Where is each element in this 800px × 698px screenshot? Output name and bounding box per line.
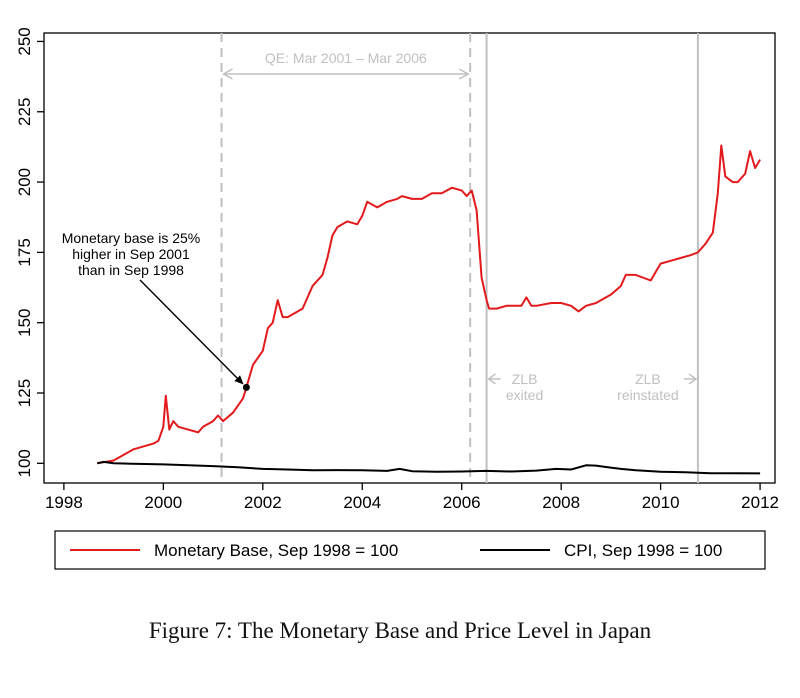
zlb-reinstated-label: ZLB [635, 371, 661, 387]
y-tick-label: 250 [15, 27, 34, 55]
zlb-reinstated-label: reinstated [617, 387, 678, 403]
callout-text-line: Monetary base is 25% [62, 230, 201, 246]
qe-arrowhead-right [458, 68, 470, 80]
qe-arrowhead-left [221, 68, 233, 80]
figure-caption: Figure 7: The Monetary Base and Price Le… [148, 618, 652, 643]
callout-arrow [139, 279, 243, 384]
zlb-exited-label: ZLB [512, 371, 538, 387]
x-tick-label: 2008 [542, 493, 580, 512]
y-tick-label: 175 [15, 238, 34, 266]
series-line-monetary-base [97, 144, 761, 465]
x-tick-label: 2004 [343, 493, 381, 512]
y-tick-label: 150 [15, 309, 34, 337]
y-axis-ticks: 100 125 150 175 200 225 250 [15, 27, 44, 478]
zlb-reinstated-arrow [688, 373, 698, 385]
qe-label: QE: Mar 2001 – Mar 2006 [265, 50, 427, 66]
x-tick-label: 2002 [244, 493, 282, 512]
zlb-exited-label: exited [506, 387, 543, 403]
legend: Monetary Base, Sep 1998 = 100 CPI, Sep 19… [54, 530, 766, 570]
callout-point [242, 383, 250, 391]
plot-frame [43, 32, 776, 484]
callout-arrowhead [234, 375, 244, 385]
series-line-cpi [96, 460, 761, 475]
x-tick-label: 2010 [642, 493, 680, 512]
x-tick-label: 2000 [144, 493, 182, 512]
y-tick-label: 100 [15, 449, 34, 477]
x-tick-label: 2012 [741, 493, 779, 512]
monetary-base-chart: QE: Mar 2001 – Mar 2006 1998 2000 2002 2004… [15, 27, 779, 570]
legend-box [54, 530, 766, 570]
zlb-exited-arrow [487, 373, 497, 385]
x-axis-ticks: 1998 2000 2002 2004 2006 2008 2010 2012 [45, 483, 779, 512]
callout-annotation: Monetary base is 25%higher in Sep 2001th… [62, 230, 250, 391]
legend-label-cpi: CPI, Sep 1998 = 100 [564, 541, 722, 560]
callout-text-line: than in Sep 1998 [78, 262, 184, 278]
legend-label-monetary-base: Monetary Base, Sep 1998 = 100 [154, 541, 398, 560]
y-tick-label: 200 [15, 168, 34, 196]
y-tick-label: 125 [15, 379, 34, 407]
x-tick-label: 1998 [45, 493, 83, 512]
series-lines [96, 144, 761, 475]
callout-text-line: higher in Sep 2001 [72, 246, 190, 262]
x-tick-label: 2006 [443, 493, 481, 512]
qe-range-annotation: QE: Mar 2001 – Mar 2006 [221, 50, 470, 80]
y-tick-label: 225 [15, 98, 34, 126]
reference-lines [220, 33, 699, 483]
